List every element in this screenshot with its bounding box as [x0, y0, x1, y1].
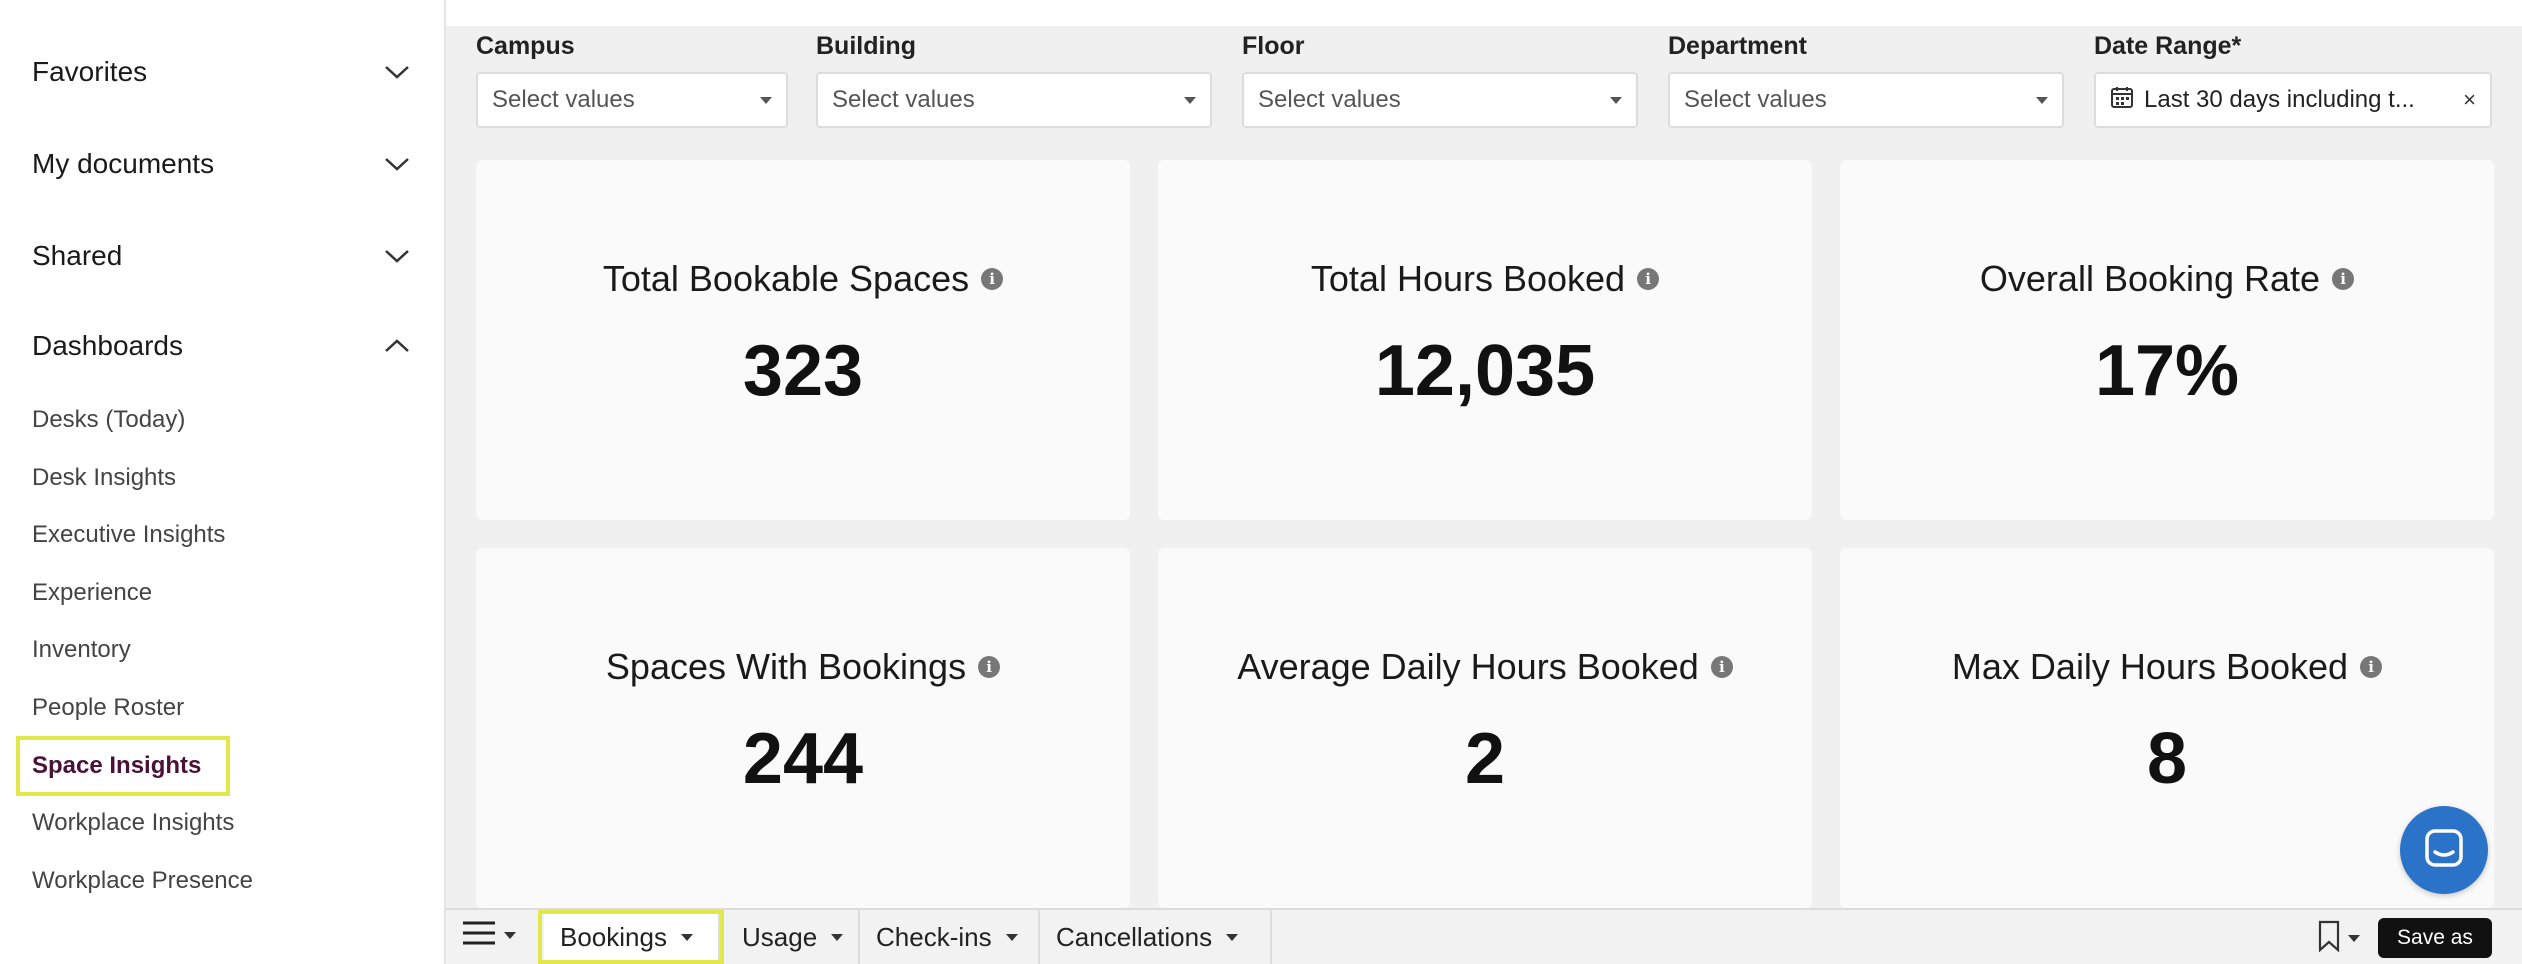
info-icon[interactable]: i	[1637, 268, 1660, 290]
chat-icon	[2423, 827, 2465, 874]
tab-label: Bookings	[560, 921, 667, 952]
sidebar-item-experience[interactable]: Experience	[32, 579, 153, 606]
card-title: Total Bookable Spaces	[602, 258, 970, 299]
card-title: Spaces With Bookings	[605, 646, 967, 687]
chevron-down-icon	[382, 57, 412, 87]
kpi-card-overall-booking-rate: Overall Booking Rate i 17%	[1840, 160, 2494, 520]
kpi-card-max-daily-hours-booked: Max Daily Hours Booked i 8	[1840, 548, 2494, 908]
caret-down-icon	[760, 96, 772, 104]
tab-bookings[interactable]: Bookings	[544, 910, 720, 964]
sidebar-item-inventory[interactable]: Inventory	[32, 636, 131, 663]
chevron-up-icon	[382, 331, 412, 361]
section-label: Dashboards	[32, 330, 183, 361]
hamburger-icon	[462, 918, 496, 953]
tab-cancellations[interactable]: Cancellations	[1040, 910, 1272, 964]
building-select[interactable]: Select values	[816, 72, 1212, 128]
sidebar-item-desks-today[interactable]: Desks (Today)	[32, 406, 186, 433]
floor-select[interactable]: Select values	[1242, 72, 1638, 128]
filter-label: Campus	[476, 32, 575, 60]
card-title: Total Hours Booked	[1310, 258, 1626, 299]
chevron-down-icon	[382, 149, 412, 179]
sidebar-item-workplace-insights[interactable]: Workplace Insights	[32, 809, 235, 836]
section-label: My documents	[32, 148, 215, 179]
save-as-button[interactable]: Save as	[2378, 918, 2492, 958]
sidebar-item-executive-insights[interactable]: Executive Insights	[32, 521, 226, 548]
clear-icon[interactable]: ×	[2463, 87, 2476, 112]
info-icon[interactable]: i	[978, 656, 1001, 678]
caret-down-icon	[2348, 935, 2360, 942]
filter-campus: Campus Select values	[476, 28, 788, 132]
highlight-box	[538, 910, 724, 964]
card-title: Average Daily Hours Booked	[1237, 646, 1699, 687]
section-my-documents[interactable]: My documents	[32, 144, 412, 184]
card-value: 2	[1464, 719, 1506, 799]
chevron-down-icon	[382, 241, 412, 271]
top-strip	[446, 0, 2522, 26]
sheets-menu-button[interactable]	[462, 918, 516, 953]
section-favorites[interactable]: Favorites	[32, 52, 412, 92]
tab-usage[interactable]: Usage	[726, 910, 860, 964]
calendar-icon	[2110, 85, 2134, 116]
caret-down-icon	[680, 933, 693, 941]
sidebar: Favorites My documents Shared Dashboards…	[0, 0, 446, 964]
filter-date-range: Date Range* Last 30 days including t... …	[2094, 28, 2492, 132]
filter-floor: Floor Select values	[1242, 28, 1638, 132]
filter-building: Building Select values	[816, 28, 1212, 132]
sheet-tab-bar: Bookings Usage Check-ins Cancellations S…	[446, 908, 2522, 964]
select-placeholder: Select values	[492, 86, 635, 113]
caret-down-icon	[831, 933, 844, 941]
card-value: 244	[742, 719, 864, 799]
caret-down-icon	[1184, 96, 1196, 104]
section-label: Favorites	[32, 56, 148, 87]
main-content: Campus Select values Building Select val…	[446, 0, 2522, 964]
date-range-value: Last 30 days including t...	[2144, 86, 2415, 113]
sidebar-item-desk-insights[interactable]: Desk Insights	[32, 464, 177, 491]
caret-down-icon	[1005, 933, 1018, 941]
caret-down-icon	[1226, 933, 1239, 941]
info-icon[interactable]: i	[981, 268, 1004, 290]
sidebar-item-space-insights[interactable]: Space Insights	[32, 752, 202, 779]
section-shared[interactable]: Shared	[32, 236, 412, 276]
sidebar-item-workplace-presence[interactable]: Workplace Presence	[32, 867, 253, 894]
chat-button[interactable]	[2400, 806, 2488, 894]
filter-label: Building	[816, 32, 916, 60]
campus-select[interactable]: Select values	[476, 72, 788, 128]
caret-down-icon	[504, 932, 516, 939]
tab-label: Usage	[742, 921, 818, 952]
filter-label: Date Range*	[2094, 32, 2242, 60]
card-value: 12,035	[1374, 331, 1596, 411]
kpi-card-spaces-with-bookings: Spaces With Bookings i 244	[476, 548, 1130, 908]
date-range-select[interactable]: Last 30 days including t... ×	[2094, 72, 2492, 128]
info-icon[interactable]: i	[2332, 268, 2355, 290]
sidebar-item-people-roster[interactable]: People Roster	[32, 694, 185, 721]
department-select[interactable]: Select values	[1668, 72, 2064, 128]
section-label: Shared	[32, 240, 123, 271]
section-dashboards[interactable]: Dashboards	[32, 326, 412, 366]
select-placeholder: Select values	[1684, 86, 1827, 113]
tab-check-ins[interactable]: Check-ins	[860, 910, 1040, 964]
kpi-card-total-hours-booked: Total Hours Booked i 12,035	[1158, 160, 1812, 520]
select-placeholder: Select values	[832, 86, 975, 113]
bookmark-icon	[2318, 920, 2340, 957]
kpi-card-average-daily-hours-booked: Average Daily Hours Booked i 2	[1158, 548, 1812, 908]
filter-label: Floor	[1242, 32, 1305, 60]
kpi-card-total-bookable-spaces: Total Bookable Spaces i 323	[476, 160, 1130, 520]
filter-department: Department Select values	[1668, 28, 2064, 132]
highlight-box	[16, 736, 230, 796]
caret-down-icon	[2036, 96, 2048, 104]
card-title: Max Daily Hours Booked	[1951, 646, 2349, 687]
caret-down-icon	[1610, 96, 1622, 104]
select-placeholder: Select values	[1258, 86, 1401, 113]
filter-label: Department	[1668, 32, 1807, 60]
card-title: Overall Booking Rate	[1979, 258, 2321, 299]
bookmark-button[interactable]	[2318, 920, 2360, 957]
card-value: 323	[742, 331, 864, 411]
card-value: 8	[2146, 719, 2188, 799]
tab-label: Cancellations	[1056, 921, 1213, 952]
tab-label: Check-ins	[876, 921, 992, 952]
info-icon[interactable]: i	[1710, 656, 1733, 678]
info-icon[interactable]: i	[2360, 656, 2383, 678]
card-value: 17%	[2094, 331, 2240, 411]
